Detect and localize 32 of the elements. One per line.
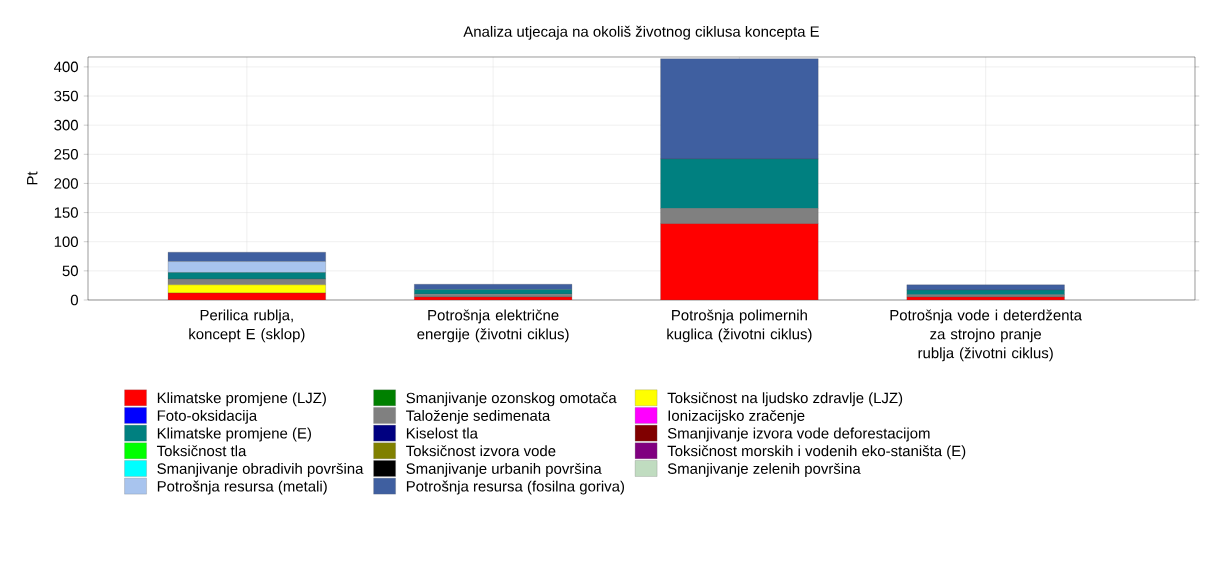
legend-label: Smanjivanje izvora vode deforestacijom bbox=[667, 427, 930, 442]
legend-label: Potrošnja resursa (fosilna goriva) bbox=[406, 480, 625, 495]
x-tick-label: Potrošnja vode i deterdženta za strojno pranje rublja (životni ciklus) bbox=[890, 309, 1082, 362]
x-tick-label: Perilica rublja, koncept E (sklop) bbox=[189, 309, 305, 343]
x-tick-label: Potrošnja polimernih kuglica (životni ciklus) bbox=[667, 309, 812, 343]
y-tick-label: 100 bbox=[54, 236, 78, 247]
legend-label: Smanjivanje obradivih površina bbox=[157, 462, 364, 477]
legend-label: Klimatske promjene (E) bbox=[157, 427, 311, 442]
legend-label: Foto-oksidacija bbox=[157, 409, 258, 424]
y-tick-label: 0 bbox=[70, 294, 78, 306]
legend-label: Toksičnost na ljudsko zdravlje (LJZ) bbox=[667, 392, 903, 407]
legend-label: Ionizacijsko zračenje bbox=[668, 409, 805, 424]
legend-label: Toksičnost izvora vode bbox=[406, 445, 556, 457]
y-axis-title: Pt bbox=[27, 171, 38, 185]
y-tick-label: 150 bbox=[54, 207, 78, 218]
y-tick-label: 200 bbox=[54, 178, 78, 189]
y-tick-label: 250 bbox=[54, 149, 78, 160]
legend-label: Smanjivanje ozonskog omotača bbox=[406, 392, 617, 407]
legend-label: Smanjivanje zelenih površina bbox=[667, 462, 861, 477]
chart-title: Analiza utjecaja na okoliš životnog ciklusa koncepta E bbox=[463, 25, 819, 40]
legend-label: Klimatske promjene (LJZ) bbox=[157, 392, 326, 407]
legend-label: Toksičnost morskih i vodenih eko-staništa (E) bbox=[667, 445, 966, 460]
y-tick-label: 300 bbox=[54, 119, 78, 131]
y-tick-label: 50 bbox=[62, 265, 78, 277]
legend-label: Kiselost tla bbox=[406, 427, 478, 439]
x-tick-label: Potrošnja električne energije (životni ciklus) bbox=[417, 309, 569, 343]
y-tick-label: 400 bbox=[53, 61, 78, 73]
legend-label: Toksičnost tla bbox=[156, 445, 247, 457]
legend-label: Smanjivanje urbanih površina bbox=[406, 462, 602, 477]
legend-label: Potrošnja resursa (metali) bbox=[157, 480, 327, 495]
y-tick-label: 350 bbox=[54, 90, 78, 102]
legend-label: Taloženje sedimenata bbox=[406, 409, 551, 424]
